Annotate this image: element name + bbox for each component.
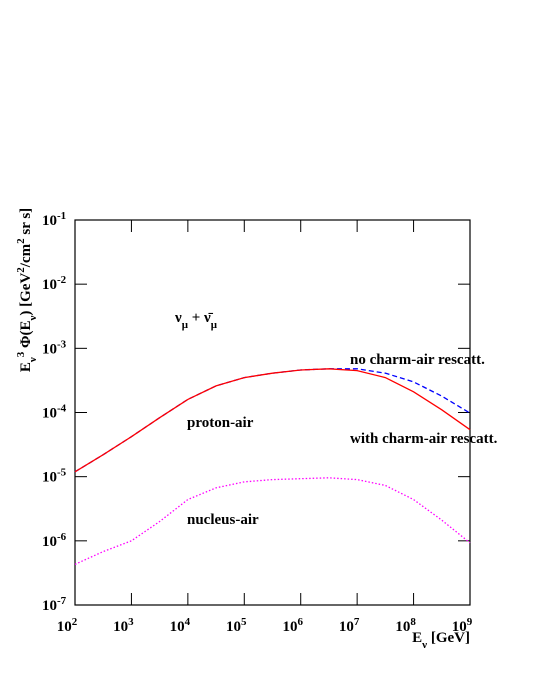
- y-tick-label: 10-3: [42, 338, 67, 357]
- text-part: 2: [15, 267, 27, 273]
- tick-exponent: -4: [57, 403, 67, 415]
- tick-exponent: -7: [57, 595, 67, 607]
- text-part: ν: [27, 357, 39, 363]
- text-part: [GeV]: [427, 630, 470, 646]
- x-tick-label: 103: [113, 616, 134, 635]
- tick-base: 10: [42, 341, 57, 357]
- tick-exponent: 5: [241, 616, 247, 628]
- series-line: [74, 477, 471, 565]
- text-part: ) [GeV: [18, 273, 34, 316]
- tick-base: 10: [339, 619, 354, 635]
- plot-frame: [74, 219, 471, 606]
- text-part: Φ(E: [18, 321, 34, 352]
- tick-base: 10: [42, 213, 57, 229]
- tick-base: 10: [42, 534, 57, 550]
- tick-base: 10: [226, 619, 241, 635]
- tick-exponent: -6: [57, 531, 67, 543]
- y-tick-label: 10-5: [42, 467, 67, 486]
- text-part: ν: [174, 310, 182, 326]
- tick-exponent: 9: [467, 616, 473, 628]
- y-tick-label: 10-2: [42, 274, 67, 293]
- tick-base: 10: [42, 406, 57, 422]
- tick-exponent: 3: [128, 616, 134, 628]
- series-label: no charm-air rescatt.: [350, 352, 485, 368]
- tick-base: 10: [452, 619, 467, 635]
- series-label: with charm-air rescatt.: [350, 431, 498, 447]
- tick-exponent: -3: [57, 338, 67, 350]
- tick-exponent: -2: [57, 274, 67, 286]
- y-tick-label: 10-4: [42, 403, 67, 422]
- x-tick-label: 104: [170, 616, 191, 635]
- text-part: 2: [15, 238, 27, 244]
- text-part: μ: [211, 319, 218, 331]
- x-tick-label: 108: [395, 616, 416, 635]
- y-axis-label: Eν3 Φ(Eν) [GeV2/cm2 sr s]: [15, 208, 39, 372]
- annotation: proton-air: [187, 415, 254, 431]
- annotation: νμ + ν̄μ: [174, 310, 218, 331]
- text-part: ν: [421, 639, 427, 651]
- series-line: [74, 368, 471, 473]
- text-part: +: [188, 310, 204, 326]
- text-part: /cm: [18, 243, 34, 268]
- tick-base: 10: [170, 619, 185, 635]
- x-tick-label: 105: [226, 616, 247, 635]
- tick-exponent: 4: [185, 616, 191, 628]
- series-label: nucleus-air: [187, 512, 259, 528]
- text-part: μ: [182, 319, 189, 331]
- text-part: 3: [15, 351, 27, 357]
- text-part: E: [18, 362, 34, 372]
- x-axis-label: Eν [GeV]: [412, 630, 470, 651]
- tick-base: 10: [42, 598, 57, 614]
- y-tick-label: 10-7: [42, 595, 67, 614]
- x-tick-label: 106: [282, 616, 303, 635]
- x-tick-label: 107: [339, 616, 360, 635]
- series-line: [74, 368, 471, 473]
- y-tick-label: 10-6: [42, 531, 67, 550]
- tick-exponent: 6: [297, 616, 303, 628]
- tick-exponent: 8: [410, 616, 416, 628]
- text-part: sr s]: [18, 208, 34, 239]
- y-tick-label: 10-1: [42, 210, 66, 229]
- tick-base: 10: [395, 619, 410, 635]
- text-part: E: [412, 630, 422, 646]
- tick-base: 10: [42, 277, 57, 293]
- x-tick-label: 109: [452, 616, 473, 635]
- tick-base: 10: [42, 470, 57, 486]
- tick-exponent: 7: [354, 616, 360, 628]
- tick-exponent: 2: [72, 616, 78, 628]
- tick-base: 10: [113, 619, 128, 635]
- tick-base: 10: [57, 619, 72, 635]
- text-part: ν: [27, 316, 39, 322]
- tick-base: 10: [282, 619, 297, 635]
- tick-exponent: -1: [57, 210, 66, 222]
- text-part: ν̄: [203, 310, 214, 326]
- tick-exponent: -5: [57, 467, 67, 479]
- text-part: proton-air: [187, 415, 254, 431]
- x-tick-label: 102: [57, 616, 78, 635]
